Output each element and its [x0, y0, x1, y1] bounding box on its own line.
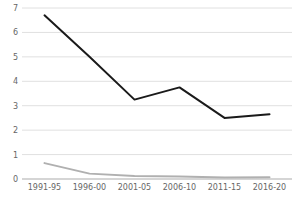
x-tick-label: 1996-00: [73, 183, 106, 192]
grid-line: [22, 81, 292, 82]
y-tick-label: 7: [13, 4, 18, 13]
line: [45, 15, 270, 118]
x-axis-line: [22, 179, 292, 180]
series-group: [45, 15, 270, 177]
x-tick-label: 2011-15: [208, 183, 241, 192]
chart: 0 1 2 3 4 5 6 7 1991-95 1996-00 2001-05 2006-10 2011…: [0, 0, 300, 197]
x-tick-label: 2006-10: [163, 183, 196, 192]
grid-line: [22, 130, 292, 131]
grid-line: [22, 179, 292, 180]
grid-line: [22, 154, 292, 155]
x-tick-label: 2016-20: [253, 183, 286, 192]
y-tick-label: 5: [13, 53, 18, 62]
grid-line: [22, 8, 292, 9]
y-tick-label: 0: [13, 175, 18, 184]
y-tick-label: 3: [13, 102, 18, 111]
x-tick-label: 1991-95: [28, 183, 61, 192]
y-tick-label: 6: [13, 28, 18, 37]
grid-line: [22, 105, 292, 106]
line: [45, 163, 270, 177]
y-tick-label: 1: [13, 151, 18, 160]
grid-line: [22, 56, 292, 57]
y-tick-label: 4: [13, 77, 18, 86]
x-tick-label: 2001-05: [118, 183, 151, 192]
y-tick-label: 2: [13, 126, 18, 135]
grid: [22, 8, 292, 179]
